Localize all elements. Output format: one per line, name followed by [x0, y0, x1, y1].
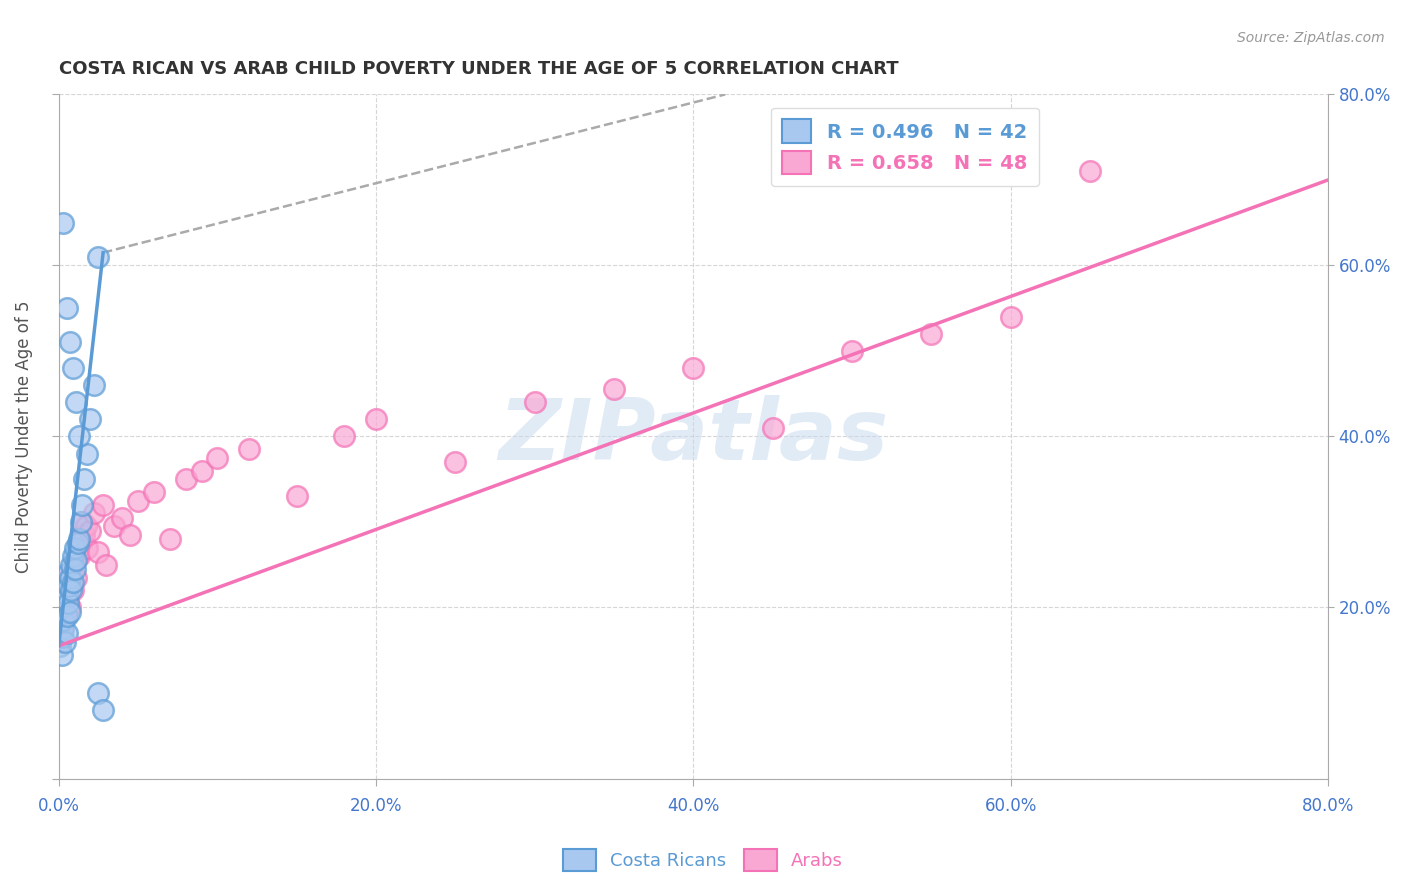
Point — [55, 588, 77, 602]
Point — [111, 510, 134, 524]
Point — [96, 558, 118, 572]
Point — [65, 553, 87, 567]
Point — [76, 541, 98, 555]
Point — [51, 622, 73, 636]
Point — [762, 421, 785, 435]
Point — [159, 532, 181, 546]
Point — [53, 591, 76, 606]
Point — [58, 566, 80, 581]
Point — [91, 498, 114, 512]
Point — [59, 605, 82, 619]
Point — [52, 622, 75, 636]
Point — [127, 493, 149, 508]
Legend: R = 0.496   N = 42, R = 0.658   N = 48: R = 0.496 N = 42, R = 0.658 N = 48 — [770, 108, 1039, 186]
Point — [60, 558, 83, 572]
Point — [55, 301, 77, 316]
Point — [53, 634, 76, 648]
Legend: Costa Ricans, Arabs: Costa Ricans, Arabs — [555, 842, 851, 879]
Point — [66, 541, 89, 555]
Point — [73, 528, 96, 542]
Text: Source: ZipAtlas.com: Source: ZipAtlas.com — [1237, 31, 1385, 45]
Point — [62, 549, 84, 564]
Point — [53, 583, 76, 598]
Point — [55, 626, 77, 640]
Point — [79, 412, 101, 426]
Point — [55, 579, 77, 593]
Point — [91, 703, 114, 717]
Point — [60, 566, 83, 581]
Point — [70, 515, 93, 529]
Point — [444, 455, 467, 469]
Point — [58, 588, 80, 602]
Y-axis label: Child Poverty Under the Age of 5: Child Poverty Under the Age of 5 — [15, 301, 32, 573]
Point — [920, 326, 942, 341]
Point — [62, 361, 84, 376]
Point — [83, 378, 105, 392]
Point — [60, 583, 83, 598]
Point — [62, 574, 84, 589]
Point — [55, 574, 77, 589]
Point — [142, 485, 165, 500]
Point — [67, 532, 90, 546]
Point — [49, 634, 72, 648]
Point — [59, 335, 82, 350]
Point — [285, 489, 308, 503]
Point — [59, 600, 82, 615]
Point — [63, 553, 86, 567]
Text: COSTA RICAN VS ARAB CHILD POVERTY UNDER THE AGE OF 5 CORRELATION CHART: COSTA RICAN VS ARAB CHILD POVERTY UNDER … — [59, 60, 898, 78]
Point — [66, 536, 89, 550]
Point — [67, 549, 90, 564]
Point — [63, 562, 86, 576]
Point — [72, 498, 94, 512]
Point — [51, 648, 73, 662]
Point — [75, 519, 97, 533]
Point — [103, 519, 125, 533]
Point — [52, 600, 75, 615]
Point — [52, 613, 75, 627]
Point — [120, 528, 142, 542]
Point — [87, 545, 110, 559]
Point — [65, 570, 87, 584]
Point — [49, 639, 72, 653]
Point — [73, 472, 96, 486]
Text: ZIPatlas: ZIPatlas — [498, 395, 889, 478]
Point — [58, 596, 80, 610]
Point — [67, 429, 90, 443]
Point — [59, 574, 82, 589]
Point — [87, 686, 110, 700]
Point — [72, 515, 94, 529]
Point — [83, 507, 105, 521]
Point — [1078, 164, 1101, 178]
Point — [59, 570, 82, 584]
Point — [190, 464, 212, 478]
Point — [62, 583, 84, 598]
Point — [682, 361, 704, 376]
Point — [364, 412, 387, 426]
Point — [55, 609, 77, 624]
Point — [76, 446, 98, 460]
Point — [523, 395, 546, 409]
Point — [52, 216, 75, 230]
Point — [174, 472, 197, 486]
Point — [1000, 310, 1022, 324]
Point — [58, 579, 80, 593]
Point — [55, 591, 77, 606]
Point — [79, 524, 101, 538]
Point — [70, 532, 93, 546]
Point — [841, 343, 863, 358]
Point — [52, 613, 75, 627]
Point — [238, 442, 260, 457]
Point — [333, 429, 356, 443]
Point — [53, 609, 76, 624]
Point — [65, 395, 87, 409]
Point — [63, 541, 86, 555]
Point — [207, 450, 229, 465]
Point — [87, 250, 110, 264]
Point — [603, 383, 626, 397]
Point — [51, 631, 73, 645]
Point — [52, 600, 75, 615]
